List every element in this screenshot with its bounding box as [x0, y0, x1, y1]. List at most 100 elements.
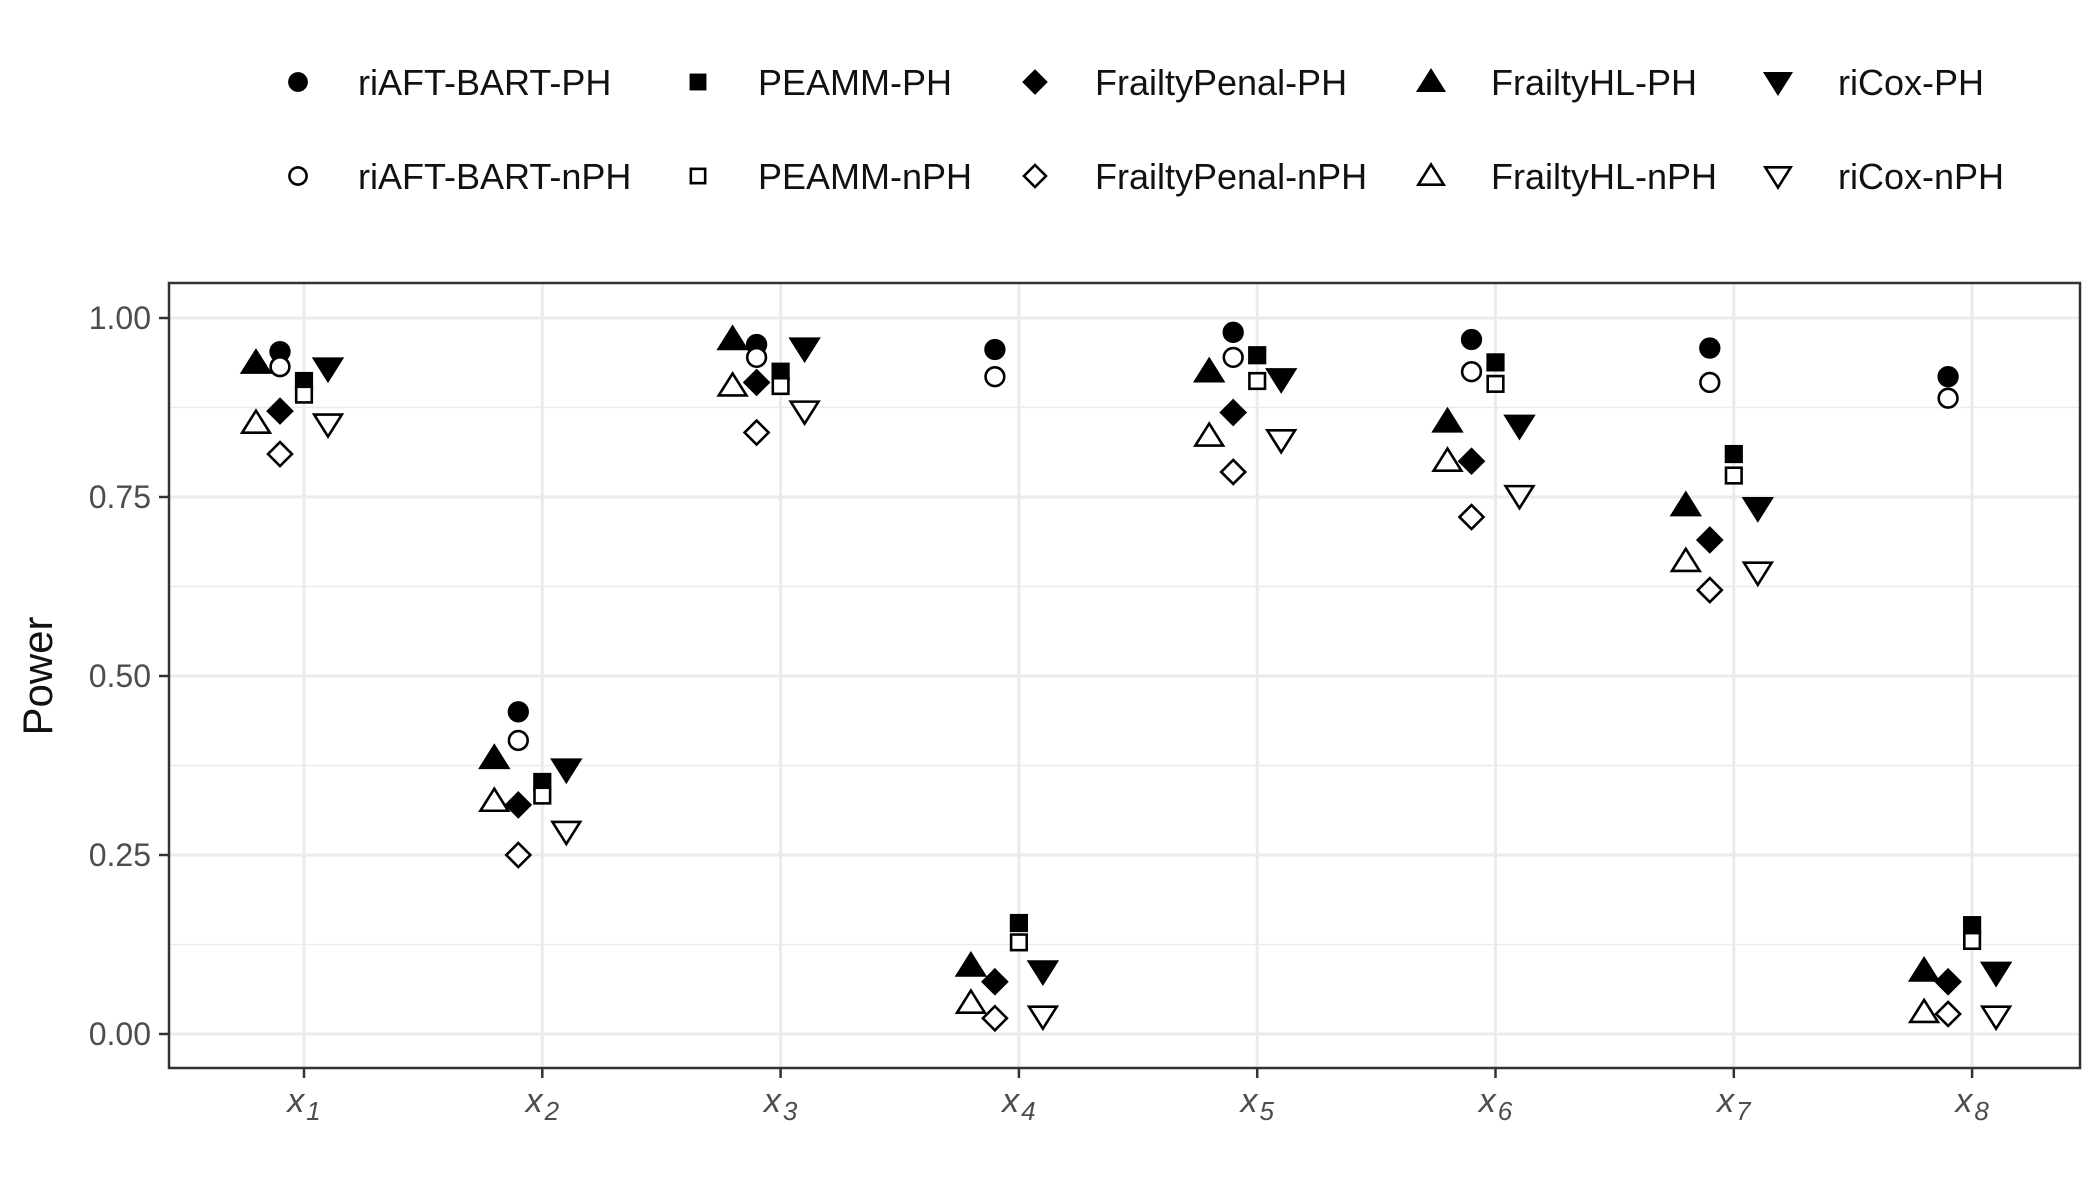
legend-item-peamm-ph: PEAMM-PH — [689, 62, 952, 103]
legend-key-ricox-ph — [1762, 72, 1794, 96]
data-point-peamm-nph — [1248, 371, 1267, 391]
legend: riAFT-BART-PH PEAMM-PH FrailtyPenal-PH Frai… — [288, 62, 2004, 197]
legend-item-riaft-bart-ph: riAFT-BART-PH — [288, 62, 611, 103]
x-tick-label: x7 — [1715, 1082, 1752, 1126]
data-point-ricox-ph — [1264, 368, 1298, 394]
data-point-ricox-nph — [550, 820, 583, 847]
data-point-peamm-nph — [771, 376, 790, 396]
data-point-riaft-bart-nph — [984, 366, 1006, 388]
gridlines — [169, 283, 2080, 1068]
data-point-ricox-nph — [788, 400, 821, 427]
data-point-frailtypenal-ph — [1934, 967, 1962, 996]
data-points — [167, 281, 2082, 1070]
legend-key-peamm-nph — [689, 167, 707, 185]
x-tick-label: x3 — [762, 1082, 798, 1126]
data-point-riaft-bart-ph — [507, 701, 529, 723]
legend-label: FrailtyPenal-PH — [1095, 62, 1347, 103]
data-point-peamm-nph — [294, 385, 314, 404]
data-point-frailtyhl-ph — [1907, 955, 1941, 982]
y-tick-label: 1.00 — [89, 300, 151, 336]
legend-key-frailtypenal-nph — [1022, 163, 1048, 189]
data-point-frailtypenal-nph — [1457, 503, 1486, 531]
data-point-frailtypenal-ph — [981, 967, 1009, 996]
data-point-ricox-nph — [1026, 1005, 1060, 1032]
data-point-frailtyhl-nph — [1192, 421, 1226, 447]
data-point-peamm-ph — [1486, 353, 1505, 372]
data-point-riaft-bart-ph — [1222, 321, 1244, 343]
y-axis-title: Power — [14, 616, 61, 735]
legend-key-frailtyhl-nph — [1415, 162, 1447, 186]
legend-item-peamm-nph: PEAMM-nPH — [689, 156, 972, 197]
data-point-frailtyhl-nph — [716, 370, 749, 397]
x-tick-label: x8 — [1953, 1082, 1989, 1126]
data-point-ricox-ph — [1979, 961, 2013, 988]
data-point-ricox-nph — [1503, 484, 1536, 511]
data-point-frailtypenal-nph — [1695, 576, 1724, 604]
y-tick-label: 0.50 — [89, 658, 151, 694]
data-point-ricox-ph — [311, 357, 345, 384]
data-point-ricox-ph — [550, 758, 583, 785]
legend-item-frailtypenal-nph: FrailtyPenal-nPH — [1022, 156, 1367, 197]
data-point-frailtypenal-ph — [1695, 526, 1724, 554]
x-tick-label: x1 — [285, 1082, 320, 1126]
x-tick-label: x2 — [524, 1082, 560, 1126]
data-point-frailtyhl-nph — [239, 408, 273, 435]
legend-key-frailtyhl-ph — [1415, 68, 1447, 92]
y-tick-label: 0.75 — [89, 479, 151, 515]
data-point-frailtypenal-ph — [1219, 398, 1248, 427]
data-point-frailtypenal-ph — [266, 397, 294, 425]
data-point-ricox-nph — [1741, 561, 1775, 588]
data-point-frailtyhl-ph — [478, 743, 511, 770]
data-point-frailtyhl-ph — [954, 950, 988, 977]
data-point-riaft-bart-ph — [1937, 366, 1959, 388]
data-point-ricox-nph — [311, 413, 345, 440]
data-point-frailtyhl-ph — [1431, 406, 1464, 433]
data-point-riaft-bart-nph — [507, 729, 529, 752]
data-point-frailtypenal-nph — [981, 1004, 1009, 1033]
data-point-frailtypenal-ph — [1457, 447, 1486, 476]
legend-item-frailtypenal-ph: FrailtyPenal-PH — [1022, 62, 1347, 103]
data-point-frailtyhl-nph — [1431, 446, 1464, 472]
x-tick-label: x5 — [1238, 1082, 1274, 1126]
data-point-frailtypenal-nph — [742, 418, 771, 447]
data-point-peamm-nph — [1009, 933, 1028, 952]
data-point-frailtypenal-nph — [1219, 458, 1248, 486]
data-point-frailtyhl-ph — [1669, 490, 1703, 517]
legend-item-ricox-nph: riCox-nPH — [1762, 156, 2004, 197]
x-tick-label: x4 — [1000, 1082, 1035, 1126]
data-point-riaft-bart-nph — [269, 356, 291, 378]
data-point-peamm-ph — [1248, 346, 1267, 365]
data-point-ricox-ph — [1026, 960, 1060, 987]
data-point-frailtyhl-ph — [716, 324, 749, 351]
legend-key-frailtypenal-ph — [1022, 69, 1048, 95]
legend-label: PEAMM-PH — [758, 62, 952, 103]
y-axis: 0.00 0.25 0.50 0.75 1.00 — [89, 300, 169, 1052]
data-point-riaft-bart-nph — [1460, 361, 1483, 383]
data-point-frailtypenal-ph — [742, 368, 771, 397]
data-point-peamm-nph — [1963, 931, 1982, 951]
legend-item-frailtyhl-ph: FrailtyHL-PH — [1415, 62, 1697, 103]
data-point-ricox-nph — [1264, 428, 1298, 455]
data-point-riaft-bart-nph — [745, 346, 768, 369]
legend-item-frailtyhl-nph: FrailtyHL-nPH — [1415, 156, 1717, 197]
data-point-ricox-ph — [788, 337, 821, 364]
data-point-frailtyhl-ph — [239, 348, 273, 374]
data-point-peamm-ph — [1963, 916, 1982, 935]
y-tick-label: 0.00 — [89, 1016, 151, 1052]
data-point-frailtypenal-nph — [1934, 1000, 1962, 1028]
data-point-riaft-bart-ph — [984, 338, 1006, 361]
data-point-peamm-ph — [1009, 913, 1028, 933]
data-point-ricox-ph — [1503, 414, 1536, 441]
legend-item-ricox-ph: riCox-PH — [1762, 62, 1984, 103]
data-point-frailtypenal-nph — [504, 841, 533, 869]
data-point-peamm-nph — [533, 786, 552, 805]
data-point-peamm-nph — [1724, 466, 1743, 485]
legend-label: FrailtyHL-PH — [1491, 62, 1697, 103]
x-axis: x1 x2 x3 x4 x5 x6 x7 x8 — [285, 1068, 1989, 1126]
data-point-frailtypenal-nph — [266, 440, 294, 468]
data-point-frailtyhl-nph — [954, 988, 988, 1014]
legend-key-ricox-nph — [1762, 166, 1794, 190]
legend-item-riaft-bart-nph: riAFT-BART-nPH — [288, 156, 631, 197]
y-tick-label: 0.25 — [89, 837, 151, 873]
